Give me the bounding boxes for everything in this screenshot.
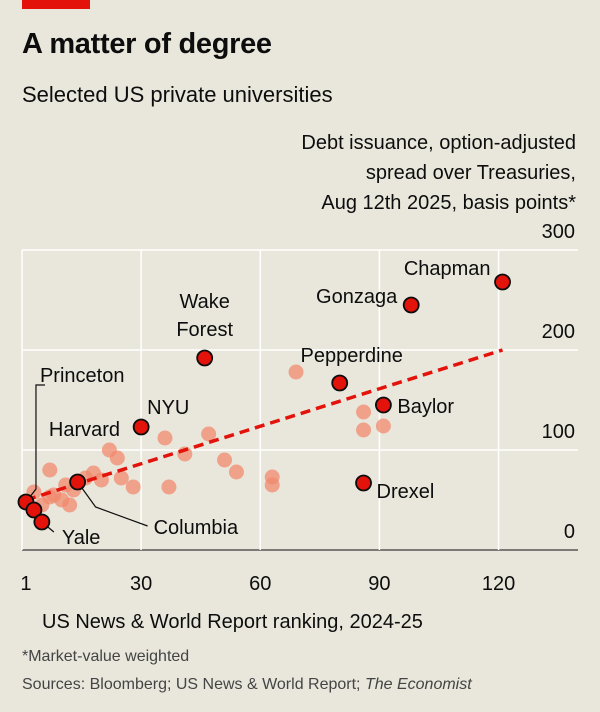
y-axis-label-line: Aug 12th 2025, basis points* (321, 192, 576, 214)
university-label: Baylor (397, 396, 454, 418)
other-university-point (157, 430, 173, 446)
highlighted-university-point (374, 396, 392, 414)
trend-line (25, 348, 504, 502)
other-university-point (113, 470, 129, 486)
footnote: *Market-value weighted (22, 648, 190, 665)
university-label: Pepperdine (301, 345, 403, 367)
university-label: Columbia (154, 517, 239, 539)
other-university-point (356, 404, 372, 420)
highlighted-university-point (33, 513, 51, 531)
source-text: Sources: Bloomberg; US News & World Repo… (22, 676, 361, 693)
label-leader-line (77, 481, 148, 527)
highlighted-university-point (402, 296, 420, 314)
chart-subtitle: Selected US private universities (22, 82, 333, 107)
university-label: Drexel (377, 481, 435, 503)
other-university-point (42, 462, 58, 478)
highlighted-university-point (25, 501, 43, 519)
chart-title: A matter of degree (22, 28, 272, 60)
university-label: Harvard (49, 419, 120, 441)
highlighted-university-point (355, 474, 372, 492)
university-label: Princeton (40, 365, 125, 387)
label-leader-line (25, 384, 45, 503)
y-axis-label: Debt issuance, option-adjusted spread ov… (216, 128, 576, 218)
highlighted-university-point (69, 473, 86, 491)
y-tick-label: 0 (564, 521, 575, 543)
other-university-point (228, 464, 244, 480)
university-label: Chapman (404, 258, 491, 280)
x-tick-label: 1 (20, 573, 31, 595)
other-university-point (109, 450, 125, 466)
highlighted-university-point (331, 374, 349, 392)
y-axis-label-line: spread over Treasuries, (365, 162, 576, 184)
y-tick-label: 300 (542, 221, 575, 243)
y-tick-label: 200 (542, 321, 575, 343)
other-university-point (125, 479, 141, 495)
other-university-point (161, 479, 177, 495)
university-label: Wake (179, 291, 229, 313)
other-university-point (264, 477, 280, 493)
source-publication: The Economist (364, 676, 472, 693)
highlighted-university-point (196, 349, 214, 367)
university-label: NYU (147, 397, 189, 419)
y-axis-label-line: Debt issuance, option-adjusted (301, 132, 576, 154)
other-university-point (217, 452, 233, 468)
source-note: Sources: Bloomberg; US News & World Repo… (22, 676, 472, 694)
university-label: Yale (62, 527, 101, 549)
other-university-point (288, 364, 304, 380)
university-label: Gonzaga (316, 286, 398, 308)
highlighted-university-point (494, 273, 511, 291)
x-tick-label: 120 (482, 573, 515, 595)
x-tick-label: 30 (130, 573, 152, 595)
brand-accent-bar (22, 0, 90, 9)
x-axis-label: US News & World Report ranking, 2024-25 (42, 611, 423, 633)
y-tick-label: 100 (542, 421, 575, 443)
x-tick-label: 60 (249, 573, 271, 595)
other-university-point (201, 426, 217, 442)
other-university-point (375, 418, 391, 434)
highlighted-university-point (132, 418, 150, 436)
other-university-point (356, 422, 372, 438)
other-university-point (62, 497, 78, 513)
x-tick-label: 90 (368, 573, 390, 595)
university-label: Forest (176, 319, 233, 341)
